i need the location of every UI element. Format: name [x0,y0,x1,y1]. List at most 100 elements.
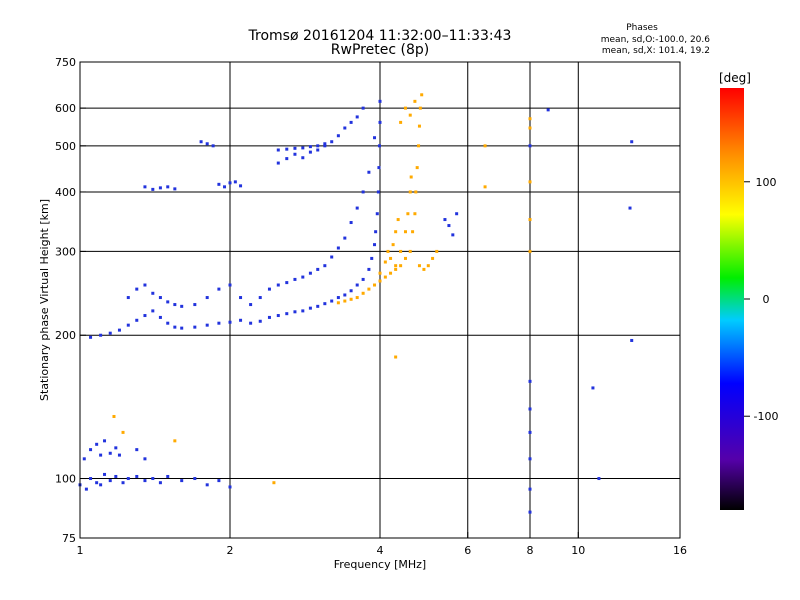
data-point-O [180,326,184,330]
data-point-O [336,246,340,250]
x-tick-label: 2 [227,544,234,557]
x-axis-label: Frequency [MHz] [334,558,426,571]
data-point-X [528,126,532,130]
data-point-O [143,185,147,189]
data-point-O [173,325,177,329]
data-point-O [323,302,327,306]
data-point-O [373,243,377,247]
data-point-O [151,291,155,295]
data-point-X [413,212,417,216]
data-point-X [394,267,398,271]
data-point-X [409,175,413,179]
colorbar-label: [deg] [719,71,751,85]
data-point-O [143,314,147,318]
data-point-O [373,136,377,140]
data-point-X [528,117,532,121]
data-point-O [293,277,297,281]
data-point-O [193,477,197,481]
data-point-O [217,479,221,483]
data-point-X [396,218,400,222]
data-point-X [355,296,359,300]
y-tick-label: 300 [55,245,76,258]
data-point-O [455,212,459,216]
data-point-O [99,333,103,337]
data-point-O [158,315,162,319]
data-point-O [293,152,297,156]
data-point-O [114,474,118,478]
data-point-O [349,289,353,293]
data-point-O [205,296,209,300]
data-point-O [158,296,162,300]
data-point-X [411,230,415,234]
data-point-X [373,283,377,287]
data-point-O [267,315,271,319]
data-point-X [391,243,395,247]
data-point-O [89,448,93,452]
x-tick-label: 8 [527,544,534,557]
legend-title: Phases [626,23,658,33]
data-point-X [483,144,487,148]
data-point-X [435,249,439,253]
data-point-O [285,147,289,151]
data-point-X [408,249,412,253]
data-point-O [308,271,312,275]
data-point-O [223,185,227,189]
data-point-O [301,146,305,150]
data-point-X [361,291,365,295]
data-point-O [376,190,380,194]
data-point-O [114,446,118,450]
data-point-O [84,487,88,491]
y-tick-label: 500 [55,140,76,153]
data-point-O [166,185,170,189]
data-point-X [343,299,347,303]
data-point-O [355,115,359,119]
colorbar-tick-label: 100 [756,176,777,189]
data-point-O [285,157,289,161]
data-point-X [528,249,532,253]
data-point-O [323,142,327,146]
data-point-O [135,318,139,322]
data-point-O [205,323,209,327]
data-point-O [378,120,382,124]
y-tick-label: 750 [55,56,76,69]
x-tick-label: 4 [377,544,384,557]
data-point-X [420,93,424,97]
data-point-O [285,312,289,316]
data-point-O [95,442,99,446]
data-point-X [394,230,398,234]
data-point-O [217,321,221,325]
data-points [78,93,634,514]
data-point-X [367,287,371,291]
data-point-X [414,190,418,194]
x-tick-label: 6 [464,544,471,557]
data-point-O [336,134,340,138]
data-point-O [258,319,262,323]
data-point-O [630,140,634,144]
data-point-O [143,283,147,287]
y-tick-label: 200 [55,329,76,342]
data-point-O [158,186,162,190]
data-point-O [343,236,347,240]
data-point-O [117,453,121,457]
data-point-O [361,277,365,281]
data-point-O [447,224,451,228]
data-point-O [343,126,347,130]
data-point-O [126,323,130,327]
data-point-O [276,314,280,318]
data-point-O [528,430,532,434]
data-point-X [272,481,276,485]
y-tick-label: 600 [55,102,76,115]
grid-lines [80,62,680,538]
data-point-O [308,150,312,154]
data-point-O [323,144,327,148]
data-point-O [377,166,381,170]
data-point-O [166,321,170,325]
data-point-O [276,161,280,165]
colorbar [720,88,744,510]
data-point-O [239,296,243,300]
data-point-X [403,230,407,234]
data-point-X [528,180,532,184]
data-point-X [417,144,421,148]
data-point-O [528,407,532,411]
data-point-O [228,320,232,324]
